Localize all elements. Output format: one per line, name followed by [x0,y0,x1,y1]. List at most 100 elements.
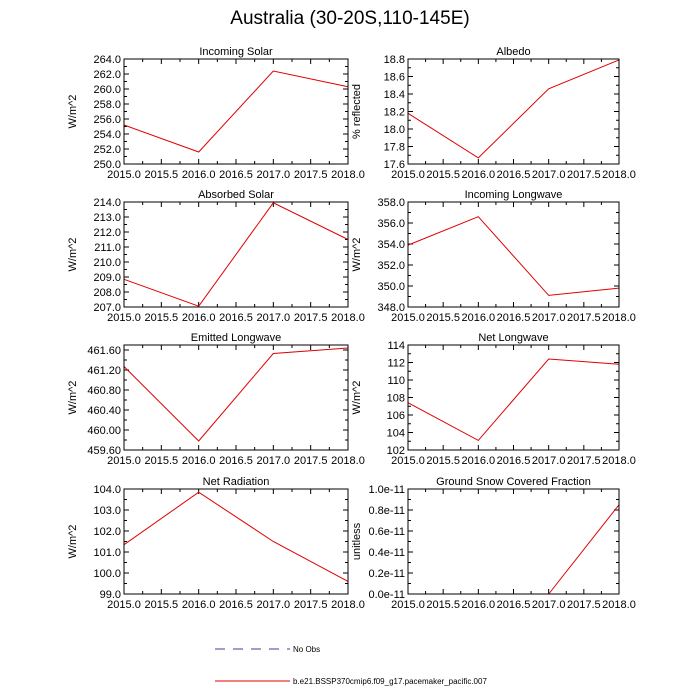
series-line-1 [123,347,349,442]
chart-title: Ground Snow Covered Fraction [436,476,591,488]
x-tick-label: 2016.0 [462,169,496,181]
y-tick-label: 101.0 [93,547,121,559]
legend: No Obs b.e21.BSSP370cmip6.f09_g17.pacemak… [215,645,487,686]
y-axis-label: W/m^2 [67,238,79,272]
y-tick-label: 108 [387,393,405,405]
x-tick-label: 2016.0 [182,599,216,611]
y-axis-label: W/m^2 [67,95,79,129]
x-tick-label: 2015.0 [391,312,425,324]
y-tick-label: 99.0 [100,589,121,601]
chart-panel-8: Ground Snow Covered Fraction 0.0e-11 0.2e-… [351,476,636,611]
x-tick-label: 2017.0 [532,599,566,611]
x-tick-label: 2018.0 [331,169,365,181]
chart-title: Albedo [496,46,530,58]
y-tick-label: 210.0 [93,257,121,269]
x-tick-label: 2017.5 [294,455,328,467]
y-tick-label: 104 [387,428,405,440]
page-title: Australia (30-20S,110-145E) [230,8,470,29]
y-tick-label: 106 [387,410,405,422]
y-tick-label: 104.0 [93,484,121,496]
x-tick-label: 2015.0 [107,455,141,467]
y-tick-label: 17.6 [384,159,405,171]
x-tick-label: 2017.0 [257,169,291,181]
x-tick-label: 2015.5 [426,455,460,467]
x-tick-label: 2017.0 [257,455,291,467]
series-line-1 [548,504,620,595]
y-tick-label: 250.0 [93,159,121,171]
y-tick-label: 18.6 [384,72,405,84]
y-tick-label: 213.0 [93,212,121,224]
chart-title: Net Longwave [478,332,548,344]
x-tick-label: 2015.5 [145,599,179,611]
x-tick-label: 2015.0 [107,169,141,181]
x-tick-label: 2017.0 [532,169,566,181]
y-tick-label: 1.0e-11 [369,484,406,496]
y-tick-label: 252.0 [93,144,121,156]
y-tick-label: 112 [387,358,405,370]
x-tick-label: 2015.5 [145,455,179,467]
legend-label-1: No Obs [293,645,320,654]
y-axis-label: W/m^2 [67,381,79,415]
x-tick-label: 2017.5 [567,312,601,324]
y-tick-label: 358.0 [377,197,405,209]
x-tick-label: 2015.5 [426,312,460,324]
x-tick-label: 2016.5 [497,599,531,611]
x-tick-label: 2017.5 [567,169,601,181]
y-tick-label: 0.4e-11 [369,547,406,559]
x-tick-label: 2017.0 [532,312,566,324]
y-tick-label: 0.2e-11 [369,568,406,580]
series-line-1 [407,59,620,159]
chart-panel-2: Albedo 17.6 17.8 18.0 18.2 18.4 18.6 18.8 2015.0… [351,46,636,181]
chart-title: Incoming Solar [199,46,273,58]
x-tick-label: 2015.0 [107,312,141,324]
y-tick-label: 208.0 [93,287,121,299]
y-tick-label: 102 [387,445,405,457]
x-tick-label: 2016.0 [182,169,216,181]
series-line-1 [123,70,349,153]
y-axis-label: W/m^2 [351,381,363,415]
chart-panel-1: Incoming Solar 250.0 252.0 254.0 256.0 258.0 2… [67,46,365,181]
x-tick-label: 2016.5 [219,169,253,181]
x-tick-label: 2015.0 [391,599,425,611]
x-tick-label: 2018.0 [331,599,365,611]
y-tick-label: 0.6e-11 [369,526,406,538]
y-tick-label: 18.2 [384,107,405,119]
y-tick-label: 262.0 [93,69,121,81]
y-axis-label: unitless [351,522,363,560]
x-tick-label: 2015.0 [391,455,425,467]
plot-frame [407,344,620,451]
y-tick-label: 356.0 [377,218,405,230]
x-tick-label: 2017.5 [567,455,601,467]
x-tick-label: 2016.0 [182,455,216,467]
plot-frame [407,488,620,595]
x-tick-label: 2017.0 [257,599,291,611]
x-tick-label: 2015.5 [145,169,179,181]
series-line-1 [123,202,349,307]
x-tick-label: 2015.5 [426,169,460,181]
series-line-1 [407,358,620,442]
x-tick-label: 2016.5 [219,312,253,324]
series-line-1 [123,491,349,582]
x-tick-label: 2016.5 [497,455,531,467]
x-tick-label: 2016.5 [497,312,531,324]
y-axis-label: % reflected [351,84,363,139]
chart-title: Net Radiation [203,476,270,488]
y-tick-label: 461.20 [87,365,121,377]
x-tick-label: 2017.5 [294,169,328,181]
x-tick-label: 2016.0 [462,599,496,611]
chart-title: Emitted Longwave [191,332,282,344]
chart-panel-4: Incoming Longwave 348.0 350.0 352.0 354.0 356… [351,189,636,324]
y-tick-label: 102.0 [93,526,121,538]
chart-title: Incoming Longwave [465,189,563,201]
x-tick-label: 2015.0 [107,599,141,611]
x-tick-label: 2016.0 [462,312,496,324]
chart-panel-5: Emitted Longwave 459.60 460.00 460.40 460.80… [67,332,365,467]
y-tick-label: 18.0 [384,124,405,136]
y-axis-label: W/m^2 [351,238,363,272]
y-tick-label: 460.40 [87,405,121,417]
plot-frame [123,58,349,165]
x-tick-label: 2018.0 [602,169,636,181]
y-tick-label: 256.0 [93,114,121,126]
